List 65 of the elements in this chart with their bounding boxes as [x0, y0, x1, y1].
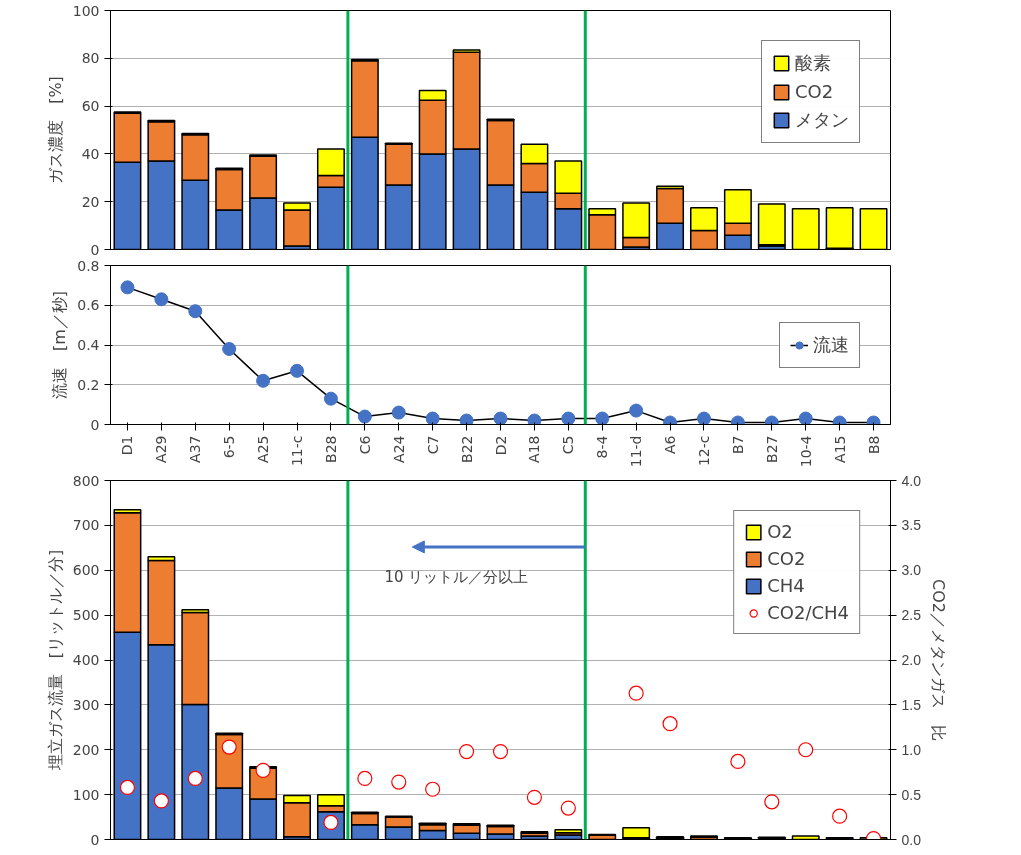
y-tick-label: 400 — [72, 652, 100, 668]
x-tick-label: B22 — [458, 435, 475, 463]
x-tick-label: B7 — [729, 435, 746, 455]
legend-label: O2 — [767, 521, 793, 542]
x-tick-label: 10-4 — [797, 435, 814, 468]
x-tick-label: B28 — [322, 435, 339, 463]
y-tick-label: 0.6 — [77, 297, 100, 314]
x-tick-label: C5 — [560, 435, 577, 455]
y-axis-title: 埋立ガス流量 [リットル／分] — [45, 549, 65, 772]
y-tick-label: 0 — [90, 831, 100, 848]
y-axis-title: ガス濃度 [%] — [45, 76, 65, 184]
y2-tick-label: 4.0 — [901, 472, 922, 489]
y2-tick-label: 2.0 — [901, 652, 922, 668]
legend-label: CO2 — [795, 81, 834, 102]
y-tick-label: 0.8 — [77, 257, 100, 274]
y-tick-label: 600 — [72, 562, 100, 579]
x-tick-label: B8 — [865, 435, 882, 455]
x-tick-label: C7 — [424, 435, 441, 455]
y-tick-label: 80 — [81, 50, 100, 67]
x-tick-label: 12-c — [695, 435, 712, 467]
annotation: 10 リットル／分以上 — [384, 568, 529, 587]
y-tick-label: 60 — [81, 98, 100, 115]
y-tick-label: 0.4 — [77, 337, 100, 353]
y-tick-label: 0 — [90, 416, 100, 433]
x-tick-label: A37 — [187, 435, 204, 463]
y-tick-label: 20 — [81, 193, 100, 210]
x-tick-label: B27 — [763, 435, 780, 463]
y2-tick-label: 1.0 — [901, 741, 922, 758]
legend-label: 流速 — [813, 332, 849, 357]
x-tick-label: 11-c — [289, 435, 306, 467]
y-tick-label: 40 — [81, 145, 100, 162]
x-tick-label: A6 — [662, 435, 679, 454]
y2-tick-label: 3.0 — [901, 562, 922, 579]
y2-tick-label: 2.5 — [901, 607, 922, 624]
y-tick-label: 100 — [72, 786, 100, 803]
x-tick-label: A15 — [831, 435, 848, 463]
legend-label: メタン — [795, 108, 849, 132]
y-axis-title: 流速 [m／秒] — [50, 290, 70, 400]
y2-tick-label: 0.5 — [901, 786, 922, 803]
y-tick-label: 700 — [72, 517, 100, 534]
y2-tick-label: 1.5 — [901, 696, 922, 713]
x-tick-label: 8-4 — [594, 435, 611, 459]
y-tick-label: 100 — [72, 2, 100, 19]
legend-label: CO2/CH4 — [767, 602, 849, 623]
y-tick-label: 0.2 — [77, 376, 100, 393]
legend-label: CH4 — [767, 575, 805, 596]
legend-label: 酸素 — [795, 51, 831, 75]
x-tick-label: A25 — [255, 435, 272, 463]
x-tick-label: C6 — [356, 435, 373, 455]
legend-label: CO2 — [767, 548, 806, 569]
x-tick-label: D1 — [119, 435, 136, 456]
y-tick-label: 500 — [72, 607, 100, 624]
y2-tick-label: 3.5 — [901, 517, 922, 534]
y-tick-label: 200 — [72, 741, 100, 758]
x-tick-label: 6-5 — [221, 435, 238, 459]
y-tick-label: 300 — [72, 696, 100, 713]
x-tick-label: D2 — [492, 435, 509, 456]
x-tick-label: 11-d — [628, 435, 645, 468]
x-tick-label: A18 — [526, 435, 543, 463]
y2-axis-title: CO2／メタンガス 比 — [928, 579, 948, 741]
y-tick-label: 800 — [72, 472, 100, 489]
y-tick-label: 0 — [90, 241, 100, 258]
x-tick-label: A24 — [390, 435, 407, 463]
x-tick-label: A29 — [153, 435, 170, 463]
y2-tick-label: 0.0 — [901, 831, 922, 848]
